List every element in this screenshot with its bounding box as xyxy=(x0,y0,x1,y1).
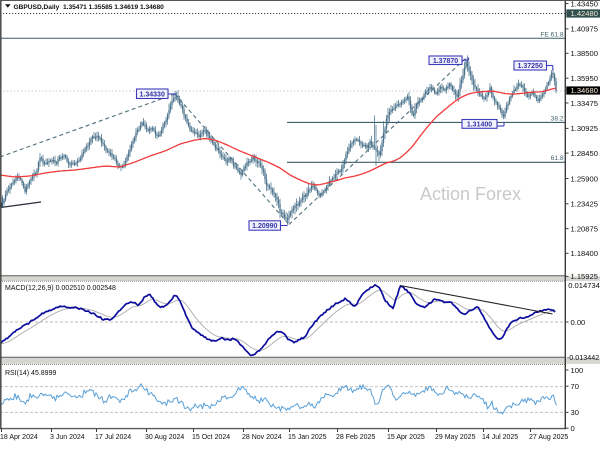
svg-text:1.37870: 1.37870 xyxy=(433,58,458,65)
svg-text:15 Oct 2024: 15 Oct 2024 xyxy=(192,434,230,441)
svg-text:1.33475: 1.33475 xyxy=(571,99,598,108)
svg-text:70: 70 xyxy=(571,382,579,391)
svg-text:1.31400: 1.31400 xyxy=(467,122,492,129)
svg-text:MACD(12,26,9) 0.002510 0.00254: MACD(12,26,9) 0.002510 0.002548 xyxy=(5,285,116,292)
svg-text:1.18400: 1.18400 xyxy=(571,249,598,258)
svg-text:3 Jun 2024: 3 Jun 2024 xyxy=(50,434,85,441)
svg-text:38.2: 38.2 xyxy=(551,115,564,122)
svg-text:1.37250: 1.37250 xyxy=(518,63,543,70)
svg-text:30: 30 xyxy=(571,408,579,417)
svg-text:18 Apr 2024: 18 Apr 2024 xyxy=(0,434,38,441)
svg-text:1.15925: 1.15925 xyxy=(571,272,598,281)
svg-text:1.28450: 1.28450 xyxy=(571,149,598,158)
svg-text:1.35950: 1.35950 xyxy=(571,74,598,83)
svg-text:17 Jul 2024: 17 Jul 2024 xyxy=(95,434,131,441)
svg-text:1.25900: 1.25900 xyxy=(571,174,598,183)
svg-text:61.8: 61.8 xyxy=(551,155,564,162)
svg-text:28 Nov 2024: 28 Nov 2024 xyxy=(242,434,282,441)
svg-text:RSI(14) 45.8999: RSI(14) 45.8999 xyxy=(5,370,56,377)
svg-text:1.20990: 1.20990 xyxy=(252,223,277,230)
svg-text:100: 100 xyxy=(571,366,584,375)
svg-text:Action Forex: Action Forex xyxy=(420,184,521,204)
svg-text:1.30925: 1.30925 xyxy=(571,124,598,133)
svg-text:1.23425: 1.23425 xyxy=(571,200,598,209)
svg-text:14 Jul 2025: 14 Jul 2025 xyxy=(482,434,518,441)
svg-text:0: 0 xyxy=(571,424,575,433)
svg-text:0.00: 0.00 xyxy=(571,318,586,327)
svg-text:1.43450: 1.43450 xyxy=(571,0,598,8)
svg-text:15 Jan 2025: 15 Jan 2025 xyxy=(288,434,327,441)
svg-text:1.20875: 1.20875 xyxy=(571,224,598,233)
svg-text:1.34330: 1.34330 xyxy=(140,91,165,98)
svg-text:1.34680: 1.34680 xyxy=(571,86,598,95)
svg-text:GBPUSD,Daily 1.35471 1.35585: GBPUSD,Daily 1.35471 1.35585 1.34619 1.3… xyxy=(14,4,165,11)
svg-text:FE 61.8: FE 61.8 xyxy=(540,31,563,38)
svg-text:27 Aug 2025: 27 Aug 2025 xyxy=(529,434,568,441)
svg-text:1.40975: 1.40975 xyxy=(571,25,598,34)
svg-text:1.42480: 1.42480 xyxy=(571,9,598,18)
svg-text:1.38500: 1.38500 xyxy=(571,49,598,58)
svg-text:29 May 2025: 29 May 2025 xyxy=(435,434,476,441)
svg-text:0.014734: 0.014734 xyxy=(568,281,600,290)
svg-text:28 Feb 2025: 28 Feb 2025 xyxy=(336,434,375,441)
svg-text:-0.013442: -0.013442 xyxy=(567,353,599,362)
svg-text:15 Apr 2025: 15 Apr 2025 xyxy=(387,434,425,441)
svg-text:30 Aug 2024: 30 Aug 2024 xyxy=(145,434,184,441)
